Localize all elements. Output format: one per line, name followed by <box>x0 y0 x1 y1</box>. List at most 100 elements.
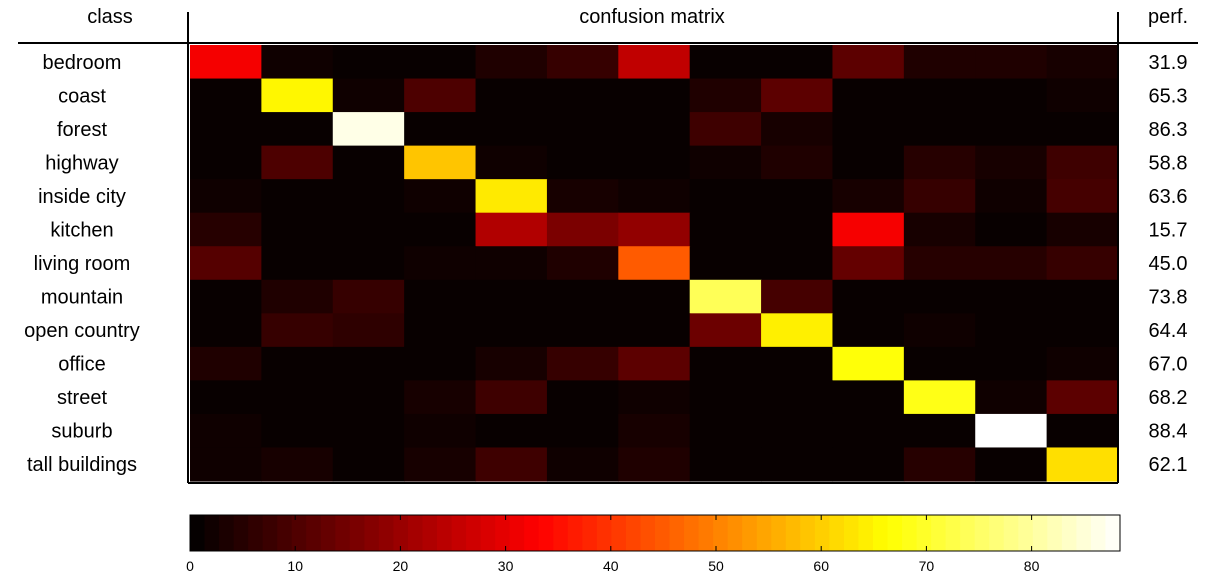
colorbar-swatch <box>582 515 598 551</box>
matrix-cell <box>546 413 619 449</box>
colorbar-tick-label: 40 <box>603 558 619 574</box>
matrix-cell <box>190 78 262 113</box>
colorbar-swatch <box>800 515 816 551</box>
colorbar-swatch <box>858 515 874 551</box>
matrix-cell <box>689 447 762 482</box>
colorbar-swatch <box>509 515 525 551</box>
matrix-cell <box>761 447 834 482</box>
matrix-cell <box>761 313 834 348</box>
colorbar-swatch <box>495 515 511 551</box>
row-label: suburb <box>51 421 112 443</box>
matrix-cell <box>832 78 905 113</box>
matrix-cell <box>1046 380 1119 415</box>
colorbar-swatch <box>829 515 845 551</box>
row-label: kitchen <box>50 220 113 242</box>
colorbar-swatch <box>771 515 787 551</box>
colorbar-frame <box>189 514 1121 552</box>
colorbar-swatch <box>974 515 990 551</box>
matrix-cell <box>404 346 477 381</box>
perf-value: 68.2 <box>1149 387 1188 409</box>
matrix-cell <box>761 380 834 415</box>
matrix-cell <box>618 78 691 113</box>
matrix-cell <box>832 279 905 314</box>
matrix-cell <box>475 413 548 449</box>
matrix-cell <box>761 346 834 381</box>
matrix-cell <box>404 179 477 214</box>
matrix-cell <box>618 212 691 247</box>
matrix-cell <box>975 78 1048 113</box>
matrix-cell <box>475 179 548 214</box>
colorbar-ticks: 0 10 20 30 40 50 60 70 80 <box>186 515 1040 574</box>
matrix-cell <box>689 45 762 80</box>
matrix-cell <box>190 45 262 80</box>
colorbar-swatch <box>306 515 322 551</box>
matrix-cell <box>190 413 262 449</box>
colorbar-swatch <box>872 515 888 551</box>
matrix-cell <box>832 346 905 381</box>
matrix-cell <box>404 78 477 113</box>
matrix-cell <box>832 313 905 348</box>
matrix-cell <box>261 78 334 113</box>
colorbar-tick-label: 70 <box>919 558 935 574</box>
colorbar-swatch <box>335 515 351 551</box>
matrix-cell <box>761 179 834 214</box>
matrix-cell <box>832 179 905 214</box>
colorbar-swatch <box>204 515 220 551</box>
matrix-cell <box>332 246 405 281</box>
matrix-cell <box>546 179 619 214</box>
perf-value: 31.9 <box>1149 52 1188 74</box>
matrix-cell <box>903 380 976 415</box>
matrix-cell <box>618 145 691 180</box>
perf-value: 15.7 <box>1149 220 1188 242</box>
colorbar-swatch <box>320 515 336 551</box>
colorbar-swatch <box>233 515 249 551</box>
colorbar-swatch <box>742 515 758 551</box>
matrix-cell <box>332 112 405 147</box>
matrix-cell <box>761 279 834 314</box>
colorbar-swatch <box>1018 515 1034 551</box>
colorbar-swatch <box>640 515 656 551</box>
matrix-cell <box>475 447 548 482</box>
perf-value: 45.0 <box>1149 253 1188 275</box>
matrix-cell <box>832 413 905 449</box>
colorbar-swatch <box>756 515 772 551</box>
matrix-cell <box>975 447 1048 482</box>
matrix-cell <box>761 112 834 147</box>
matrix-cell <box>1046 313 1119 348</box>
matrix-cell <box>618 246 691 281</box>
matrix-cell <box>546 45 619 80</box>
matrix-cell <box>975 346 1048 381</box>
matrix-cell <box>404 246 477 281</box>
matrix-cell <box>975 212 1048 247</box>
colorbar-tick-label: 80 <box>1024 558 1040 574</box>
matrix-cell <box>546 112 619 147</box>
matrix-cell <box>903 179 976 214</box>
colorbar-swatch <box>1047 515 1063 551</box>
matrix-cell <box>832 45 905 80</box>
matrix-cell <box>689 413 762 449</box>
matrix-cell <box>618 346 691 381</box>
colorbar-swatch <box>277 515 293 551</box>
matrix-cell <box>1046 212 1119 247</box>
matrix-cell <box>332 145 405 180</box>
matrix-cell <box>475 78 548 113</box>
row-label: coast <box>58 85 106 107</box>
perf-value: 67.0 <box>1149 354 1188 376</box>
chart-title: confusion matrix <box>579 6 725 28</box>
matrix-cell <box>261 279 334 314</box>
matrix-cell <box>689 246 762 281</box>
colorbar-swatch <box>625 515 641 551</box>
colorbar-swatch <box>785 515 801 551</box>
matrix-cell <box>332 78 405 113</box>
matrix-cell <box>761 145 834 180</box>
matrix-cell <box>546 380 619 415</box>
colorbar-swatch <box>655 515 671 551</box>
matrix-cell <box>261 212 334 247</box>
row-label: forest <box>57 119 107 141</box>
matrix-cell <box>1046 145 1119 180</box>
matrix-cell <box>689 212 762 247</box>
matrix-cell <box>618 380 691 415</box>
colorbar-swatch <box>378 515 394 551</box>
row-label: mountain <box>41 287 123 309</box>
matrix-cell <box>903 78 976 113</box>
